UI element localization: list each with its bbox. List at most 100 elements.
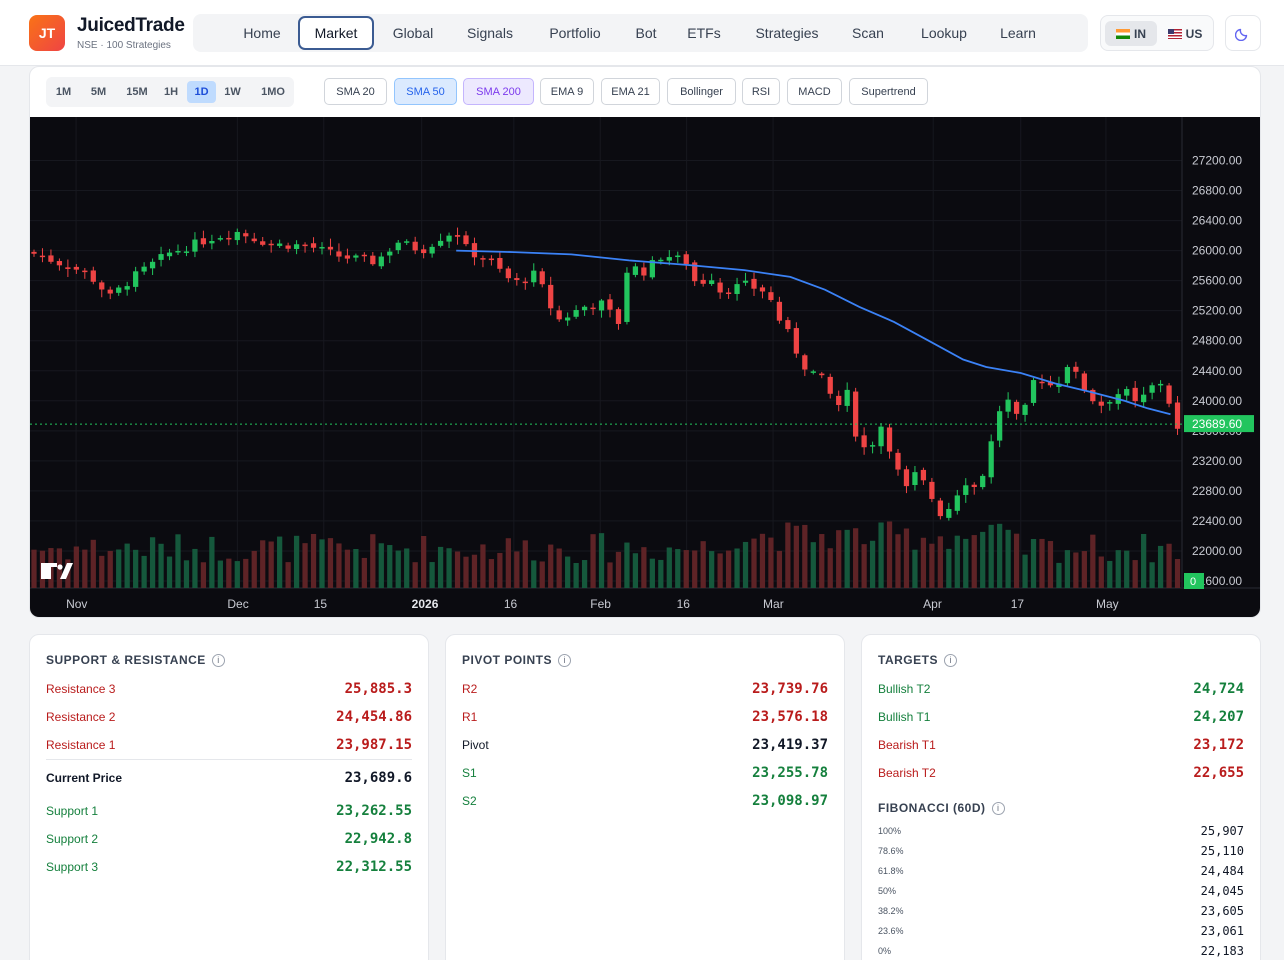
region-in-button[interactable]: IN bbox=[1105, 21, 1157, 46]
nav-scan[interactable]: Scan bbox=[852, 25, 884, 41]
candle-body[interactable] bbox=[565, 317, 571, 321]
candle-body[interactable] bbox=[149, 261, 156, 269]
candle-body[interactable] bbox=[421, 249, 427, 254]
candle-body[interactable] bbox=[1039, 381, 1045, 384]
candle-body[interactable] bbox=[709, 280, 715, 285]
candle-body[interactable] bbox=[980, 475, 986, 488]
candle-body[interactable] bbox=[277, 243, 283, 246]
candle-body[interactable] bbox=[548, 284, 554, 309]
candle-body[interactable] bbox=[522, 281, 528, 284]
candle-body[interactable] bbox=[1157, 383, 1164, 386]
candle-body[interactable] bbox=[378, 256, 384, 267]
candle-body[interactable] bbox=[1073, 366, 1079, 372]
indicator-rsi[interactable]: RSI bbox=[742, 78, 780, 105]
candle-body[interactable] bbox=[776, 301, 783, 321]
brand-logo[interactable]: JT bbox=[29, 15, 65, 51]
info-icon[interactable]: i bbox=[943, 653, 957, 667]
candle-body[interactable] bbox=[1090, 389, 1096, 402]
nav-global[interactable]: Global bbox=[392, 25, 434, 41]
nav-bot[interactable]: Bot bbox=[635, 25, 657, 41]
price-chart[interactable]: 27200.00 26800.00 26400.00 26000.00 25600.00… bbox=[30, 117, 1260, 617]
candle-body[interactable] bbox=[666, 257, 672, 261]
info-icon[interactable]: i bbox=[991, 801, 1005, 815]
candle-body[interactable] bbox=[759, 287, 766, 292]
candle-body[interactable] bbox=[454, 235, 461, 237]
indicator-sma-200[interactable]: SMA 200 bbox=[463, 78, 534, 105]
candle-body[interactable] bbox=[988, 441, 994, 478]
candle-body[interactable] bbox=[895, 452, 901, 470]
candle-body[interactable] bbox=[1022, 404, 1028, 415]
nav-portfolio[interactable]: Portfolio bbox=[549, 25, 601, 41]
nav-market[interactable]: Market bbox=[298, 16, 374, 50]
candle-body[interactable] bbox=[878, 426, 884, 447]
candle-body[interactable] bbox=[751, 278, 757, 289]
indicator-ema-9[interactable]: EMA 9 bbox=[540, 78, 594, 105]
candle-body[interactable] bbox=[200, 238, 207, 245]
candle-body[interactable] bbox=[39, 255, 46, 258]
candle-body[interactable] bbox=[217, 238, 223, 240]
theme-toggle-button[interactable] bbox=[1225, 15, 1261, 51]
candle-body[interactable] bbox=[480, 258, 486, 260]
indicator-sma-50[interactable]: SMA 50 bbox=[394, 78, 457, 105]
candle-body[interactable] bbox=[946, 509, 952, 518]
candle-body[interactable] bbox=[183, 251, 190, 253]
candle-body[interactable] bbox=[412, 241, 418, 251]
candle-body[interactable] bbox=[260, 241, 266, 245]
candle-body[interactable] bbox=[48, 255, 54, 262]
candle-body[interactable] bbox=[90, 270, 96, 282]
candle-body[interactable] bbox=[370, 255, 376, 265]
candle-body[interactable] bbox=[573, 310, 579, 317]
candle-body[interactable] bbox=[336, 251, 342, 257]
candle-body[interactable] bbox=[141, 266, 147, 272]
candle-body[interactable] bbox=[268, 243, 274, 246]
candle-body[interactable] bbox=[395, 242, 401, 251]
candle-body[interactable] bbox=[56, 261, 63, 266]
timeframe-1d[interactable]: 1D bbox=[187, 81, 216, 103]
candle-body[interactable] bbox=[1030, 380, 1037, 403]
candle-body[interactable] bbox=[65, 267, 71, 269]
candle-body[interactable] bbox=[802, 355, 808, 370]
candle-body[interactable] bbox=[166, 252, 173, 257]
candle-body[interactable] bbox=[463, 235, 469, 245]
nav-lookup[interactable]: Lookup bbox=[921, 25, 967, 41]
indicator-sma-20[interactable]: SMA 20 bbox=[324, 78, 387, 105]
candle-body[interactable] bbox=[293, 244, 300, 249]
candle-body[interactable] bbox=[437, 240, 444, 246]
candle-body[interactable] bbox=[133, 271, 139, 287]
timeframe-5m[interactable]: 5M bbox=[90, 86, 107, 98]
candle-body[interactable] bbox=[31, 251, 37, 254]
timeframe-1mo[interactable]: 1MO bbox=[261, 86, 285, 98]
indicator-bollinger[interactable]: Bollinger bbox=[667, 78, 736, 105]
candle-body[interactable] bbox=[937, 500, 943, 517]
candle-body[interactable] bbox=[903, 469, 910, 487]
candle-body[interactable] bbox=[82, 270, 88, 273]
candle-body[interactable] bbox=[1013, 401, 1020, 414]
nav-strategies[interactable]: Strategies bbox=[755, 25, 819, 41]
candle-body[interactable] bbox=[675, 255, 681, 258]
candle-body[interactable] bbox=[598, 300, 605, 311]
candle-body[interactable] bbox=[1166, 385, 1172, 404]
candle-body[interactable] bbox=[734, 284, 740, 294]
candle-body[interactable] bbox=[243, 233, 249, 237]
candle-body[interactable] bbox=[429, 246, 435, 254]
candle-body[interactable] bbox=[158, 254, 164, 260]
candle-body[interactable] bbox=[192, 239, 198, 252]
candle-body[interactable] bbox=[954, 495, 960, 511]
indicator-ema-21[interactable]: EMA 21 bbox=[601, 78, 660, 105]
candle-body[interactable] bbox=[590, 307, 596, 310]
candle-body[interactable] bbox=[869, 445, 876, 447]
candle-body[interactable] bbox=[361, 254, 367, 257]
candle-body[interactable] bbox=[1174, 402, 1181, 429]
candle-body[interactable] bbox=[692, 262, 698, 282]
candle-body[interactable] bbox=[556, 310, 562, 320]
candle-body[interactable] bbox=[886, 427, 893, 452]
candle-body[interactable] bbox=[683, 254, 689, 265]
info-icon[interactable]: i bbox=[558, 653, 572, 667]
nav-learn[interactable]: Learn bbox=[1000, 25, 1036, 41]
tradingview-logo-icon[interactable] bbox=[41, 563, 73, 579]
timeframe-1h[interactable]: 1H bbox=[163, 86, 179, 98]
candle-body[interactable] bbox=[742, 280, 749, 283]
candle-body[interactable] bbox=[717, 282, 723, 293]
candle-body[interactable] bbox=[929, 481, 935, 499]
candle-body[interactable] bbox=[1124, 389, 1130, 396]
